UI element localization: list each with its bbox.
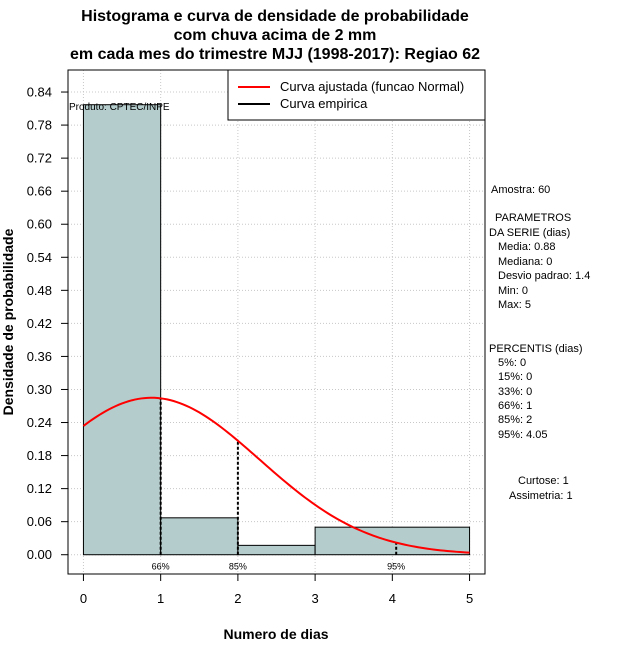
y-tick-label: 0.66 [27,184,52,199]
param-max: Max: 5 [498,299,531,311]
x-tick-label: 0 [80,591,87,606]
params-header: PARAMETROS [495,212,571,224]
y-tick-label: 0.18 [27,448,52,463]
sample-size: Amostra: 60 [491,184,550,196]
y-tick-label: 0.42 [27,316,52,331]
legend: Curva ajustada (funcao Normal) Curva emp… [227,69,486,121]
x-axis-label: Numero de dias [223,626,328,642]
y-tick-label: 0.24 [27,415,52,430]
x-axis: 0 1 2 3 4 5 [80,573,473,606]
legend-box [227,69,486,121]
y-tick-label: 0.78 [27,118,52,133]
y-tick-label: 0.36 [27,349,52,364]
y-tick-label: 0.72 [27,151,52,166]
product-label: Produto: CPTEC/INPE [69,102,170,113]
y-tick-label: 0.30 [27,382,52,397]
kurtosis: Curtose: 1 [518,475,569,487]
percentile-marker-label-0: 66% [152,562,170,572]
legend-label-fitted: Curva ajustada (funcao Normal) [280,79,464,94]
param-mean: Media: 0.88 [498,241,555,253]
x-tick-label: 4 [389,591,396,606]
y-axis-label: Densidade de probabilidade [0,228,16,415]
percentile-95: 95%: 4.05 [498,429,548,441]
histogram-bar-0 [82,104,162,556]
fitted-normal-curve [82,396,470,554]
percentile-66: 66%: 1 [498,400,532,412]
percentile-marker-label-1: 85% [229,562,247,572]
y-tick-label: 0.48 [27,283,52,298]
x-tick-label: 3 [311,591,318,606]
percentile-33: 33%: 0 [498,386,532,398]
percentile-15: 15%: 0 [498,371,532,383]
param-stddev: Desvio padrao: 1.4 [498,270,590,282]
percentile-5: 5%: 0 [498,357,526,369]
x-tick-label: 2 [234,591,241,606]
stats-panel: Amostra: 60 PARAMETROS DA SERIE (dias) M… [489,184,590,502]
skewness: Assimetria: 1 [509,490,573,502]
param-median: Mediana: 0 [498,256,552,268]
param-min: Min: 0 [498,285,528,297]
y-tick-label: 0.60 [27,217,52,232]
chart-title-line-2: com chuva acima de 2 mm [174,27,377,44]
percentiles-header: PERCENTIS (dias) [489,343,583,355]
y-tick-label: 0.54 [27,250,52,265]
params-subheader: DA SERIE (dias) [489,227,570,239]
legend-label-empirical: Curva empirica [280,96,368,111]
percentile-markers: 66% 85% 95% [152,398,405,572]
y-tick-label: 0.84 [27,85,52,100]
percentile-85: 85%: 2 [498,414,532,426]
fitted-curve-layer [82,396,470,554]
y-tick-label: 0.12 [27,481,52,496]
y-tick-label: 0.06 [27,514,52,529]
x-tick-label: 5 [466,591,473,606]
chart-title-line-1: Histograma e curva de densidade de proba… [81,8,469,25]
histogram-bars [82,104,471,556]
x-tick-label: 1 [157,591,164,606]
y-tick-label: 0.00 [27,547,52,562]
histogram-bar-1 [160,517,239,556]
chart-title-line-3: em cada mes do trimestre MJJ (1998-2017)… [70,46,480,63]
y-axis: 0.00 0.06 0.12 0.18 0.24 0.30 0.36 0.42 0.48 0.54… [27,85,69,562]
histogram-bar-2 [237,544,316,556]
percentile-marker-label-2: 95% [387,562,405,572]
